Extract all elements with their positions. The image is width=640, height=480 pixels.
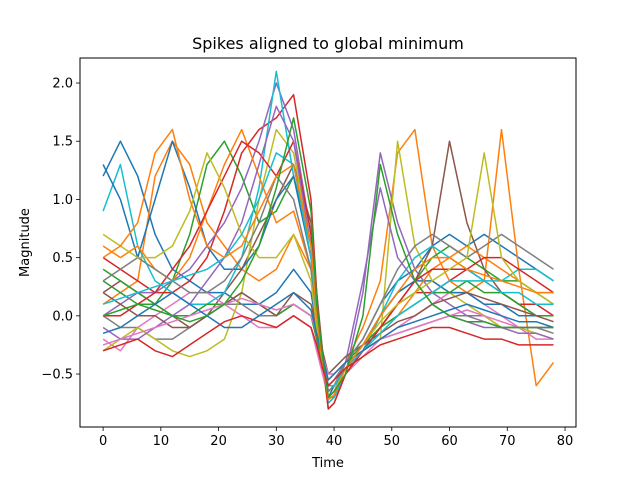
x-tick-label: 30 (268, 434, 285, 449)
x-tick-label: 0 (99, 434, 107, 449)
y-tick-label: 1.5 (52, 135, 73, 150)
x-axis: 0 10 20 30 40 50 60 70 80 (99, 427, 573, 449)
spike-series-21 (102, 291, 554, 381)
chart-title: Spikes aligned to global minimum (192, 34, 464, 53)
x-tick-label: 10 (153, 434, 170, 449)
x-tick-label: 70 (499, 434, 516, 449)
y-tick-label: 0.0 (52, 309, 73, 324)
spike-series-24 (102, 315, 554, 387)
y-tick-label: 2.0 (52, 77, 73, 92)
x-tick-label: 50 (384, 434, 401, 449)
x-tick-label: 80 (557, 434, 574, 449)
y-axis: −0.5 0.0 0.5 1.0 1.5 2.0 (41, 77, 80, 383)
plot-frame (79, 57, 577, 428)
series-layer (102, 70, 555, 410)
y-axis-label: Magnitude (18, 208, 33, 277)
x-tick-label: 20 (210, 434, 227, 449)
y-tick-label: 1.0 (52, 193, 73, 208)
x-tick-label: 60 (441, 434, 458, 449)
x-axis-label: Time (311, 456, 344, 471)
y-tick-label: −0.5 (41, 368, 73, 383)
spike-series-16 (102, 291, 554, 375)
x-tick-label: 40 (326, 434, 343, 449)
y-tick-label: 0.5 (52, 251, 73, 266)
plot-area (102, 70, 555, 410)
